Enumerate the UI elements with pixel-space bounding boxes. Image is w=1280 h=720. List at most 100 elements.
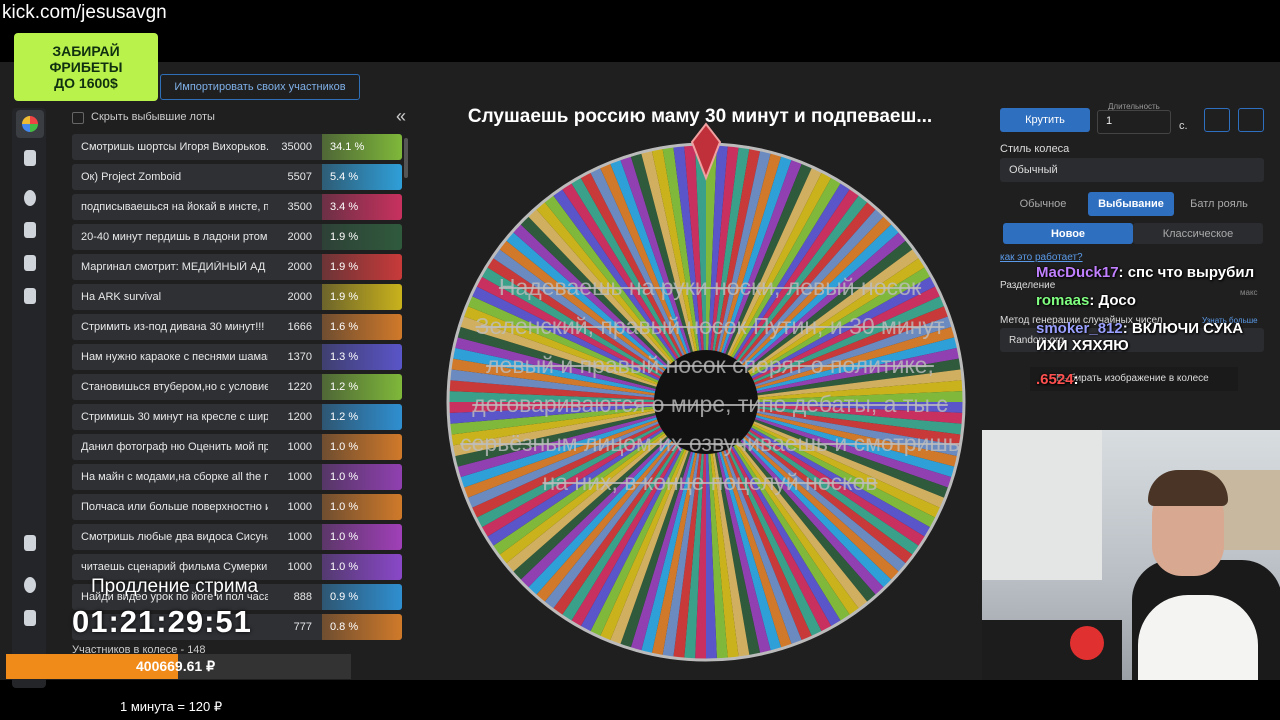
wheel-slice bbox=[706, 266, 932, 402]
chat-user: .6524 bbox=[1036, 371, 1074, 388]
wheel-slice bbox=[630, 402, 706, 652]
lot-row[interactable]: На майн с модами,на сборке all the m... 1… bbox=[72, 464, 402, 490]
lot-row[interactable]: Данил фотограф ню Оценить мой про... 1000… bbox=[72, 434, 402, 460]
wheel-slice bbox=[706, 402, 761, 657]
wheel-slice bbox=[706, 402, 860, 616]
wheel-slice bbox=[640, 149, 706, 402]
shirt bbox=[1138, 595, 1258, 680]
stats-icon[interactable] bbox=[24, 150, 36, 166]
wheel-slice bbox=[706, 285, 942, 402]
lot-row[interactable]: На ARK survival 2000 1.9 % bbox=[72, 284, 402, 310]
lot-row[interactable]: Смотришь шортсы Игоря Вихорьков... 35000 3… bbox=[72, 134, 402, 160]
chat-text: : спс что вырубил bbox=[1118, 264, 1255, 281]
import-button[interactable]: Импортировать своих участников bbox=[160, 74, 360, 100]
lot-percent-text: 0.8 % bbox=[330, 621, 359, 633]
lot-percent: 1.0 % bbox=[322, 524, 402, 550]
wheel-slice bbox=[706, 402, 877, 603]
lot-row[interactable]: Нам нужно караоке с песнями шамана 1370 1.… bbox=[72, 344, 402, 370]
rng-select[interactable]: Random.org bbox=[1000, 328, 1264, 352]
wheel-slice bbox=[706, 402, 782, 652]
wheel-slice bbox=[706, 257, 926, 402]
lot-row[interactable]: 20-40 минут пердишь в ладони ртом ... 200… bbox=[72, 224, 402, 250]
github-icon[interactable] bbox=[24, 577, 36, 593]
collapse-button[interactable]: « bbox=[396, 106, 407, 126]
image-option[interactable]: Выбирать изображение в колесе bbox=[1030, 367, 1238, 391]
lot-amount: 2000 bbox=[287, 291, 312, 303]
telegram-icon[interactable] bbox=[24, 610, 36, 626]
lot-row[interactable]: Смотришь любые два видоса Сисуна,... 1000… bbox=[72, 524, 402, 550]
translate-icon[interactable] bbox=[24, 535, 36, 551]
video-icon[interactable] bbox=[24, 288, 36, 304]
lot-row[interactable]: 777 0.8 % bbox=[72, 614, 402, 640]
wheel-slice bbox=[706, 239, 914, 402]
mode-tab[interactable]: Батл рояль bbox=[1190, 198, 1248, 210]
duration-input[interactable]: 1 bbox=[1097, 110, 1171, 134]
lot-row[interactable]: Найди видео урок по йоге и пол часа з...… bbox=[72, 584, 402, 610]
wheel-slice bbox=[706, 347, 961, 402]
wheel-slice bbox=[706, 391, 964, 402]
lot-name: подписываешься на йокай в инсте, пи... bbox=[81, 201, 268, 213]
lot-row[interactable]: подписываешься на йокай в инсте, пи... 35… bbox=[72, 194, 402, 220]
submode-tab[interactable]: Классическое bbox=[1133, 223, 1263, 244]
wheel-slice bbox=[706, 182, 851, 402]
wheel-slice bbox=[580, 402, 706, 633]
wheel-slice bbox=[706, 402, 914, 565]
lot-amount: 1000 bbox=[287, 531, 312, 543]
lot-row[interactable]: Стримить из-под дивана 30 минут!!! 1666 1.… bbox=[72, 314, 402, 340]
lot-row[interactable]: Полчаса или больше поверхностно и... 1000… bbox=[72, 494, 402, 520]
wheel-slice bbox=[451, 402, 706, 457]
wheel-slice bbox=[706, 152, 782, 402]
lot-row[interactable]: читаешь сценарий фильма Сумерки и... 1000… bbox=[72, 554, 402, 580]
hide-checkbox[interactable] bbox=[72, 112, 84, 124]
settings-icon[interactable] bbox=[24, 190, 36, 206]
wheel-slice bbox=[448, 380, 706, 402]
wheel-slice bbox=[706, 402, 851, 622]
wheel-slice bbox=[527, 208, 706, 402]
promo-banner[interactable]: ЗАБИРАЙ ФРИБЕТЫ ДО 1600$ bbox=[14, 33, 158, 101]
lot-row[interactable]: Стримишь 30 минут на кресле с широ... 120… bbox=[72, 404, 402, 430]
lot-percent-text: 0.9 % bbox=[330, 591, 359, 603]
lot-row[interactable]: Маргинал смотрит: МЕДИЙНЫЙ АД 3... 2000 1.… bbox=[72, 254, 402, 280]
wheel-slice bbox=[706, 166, 823, 402]
layers-icon[interactable] bbox=[24, 222, 36, 238]
wheel-slice bbox=[706, 402, 964, 435]
chat-text: : bbox=[1073, 371, 1079, 388]
wheel-slice bbox=[706, 402, 932, 538]
lot-percent: 3.4 % bbox=[322, 194, 402, 220]
learn-more[interactable]: Узнать больше bbox=[1202, 316, 1258, 325]
lot-name: Маргинал смотрит: МЕДИЙНЫЙ АД 3... bbox=[81, 261, 268, 273]
lot-row[interactable]: Становишься втубером,но с условие... 1220… bbox=[72, 374, 402, 400]
dice-button[interactable] bbox=[1204, 108, 1230, 132]
wheel-slice bbox=[706, 402, 823, 638]
help-link[interactable]: как это работает? bbox=[1000, 252, 1083, 263]
lot-percent-text: 1.2 % bbox=[330, 411, 359, 423]
wheel-slice bbox=[492, 248, 706, 402]
style-select[interactable]: Обычный bbox=[1000, 158, 1264, 182]
shield-icon[interactable] bbox=[24, 255, 36, 271]
lot-amount: 1000 bbox=[287, 501, 312, 513]
wheel-slice bbox=[706, 358, 962, 402]
lot-amount: 1000 bbox=[287, 561, 312, 573]
music-button[interactable] bbox=[1238, 108, 1264, 132]
wheel-tab[interactable] bbox=[16, 110, 44, 138]
chat-message: smoker_812: ВКЛЮЧИ СУКА ИХИ ХЯХЯЮ bbox=[1036, 320, 1266, 354]
wheel-slice bbox=[706, 402, 803, 646]
lot-amount: 35000 bbox=[281, 141, 312, 153]
wheel-slice bbox=[706, 402, 946, 509]
wheel-slice bbox=[589, 402, 706, 638]
submode-tab[interactable]: Новое bbox=[1003, 223, 1133, 244]
lot-percent: 1.3 % bbox=[322, 344, 402, 370]
lot-percent-text: 1.0 % bbox=[330, 441, 359, 453]
lot-amount: 2000 bbox=[287, 261, 312, 273]
mode-tab[interactable]: Обычное bbox=[1019, 198, 1067, 210]
wheel-slice bbox=[684, 402, 706, 660]
style-label: Стиль колеса bbox=[1000, 143, 1070, 155]
wheel-slice bbox=[706, 144, 728, 402]
spin-button[interactable]: Крутить bbox=[1000, 108, 1090, 132]
mode-tab[interactable]: Выбывание bbox=[1088, 192, 1174, 216]
lot-amount: 3500 bbox=[287, 201, 312, 213]
wheel-slice bbox=[456, 402, 706, 478]
wheel-slice bbox=[561, 402, 706, 622]
lot-row[interactable]: Ок) Project Zomboid 5507 5.4 % bbox=[72, 164, 402, 190]
lot-percent: 34.1 % bbox=[322, 134, 402, 160]
